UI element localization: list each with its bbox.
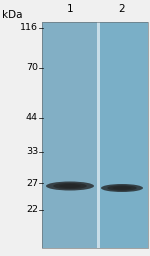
- Text: 1: 1: [67, 4, 73, 14]
- Text: 2: 2: [119, 4, 125, 14]
- Text: 22: 22: [26, 206, 38, 215]
- Text: 70: 70: [26, 63, 38, 72]
- Bar: [100, 22, 148, 248]
- Ellipse shape: [107, 185, 137, 191]
- Ellipse shape: [59, 184, 81, 188]
- Text: 44: 44: [26, 113, 38, 123]
- Bar: [42, 22, 148, 248]
- Bar: [97, 22, 100, 248]
- Text: 33: 33: [26, 147, 38, 156]
- Bar: [42, 22, 97, 248]
- Text: kDa: kDa: [2, 10, 22, 20]
- Text: 27: 27: [26, 178, 38, 187]
- Ellipse shape: [46, 182, 94, 190]
- Ellipse shape: [101, 184, 143, 192]
- Ellipse shape: [53, 183, 87, 189]
- Text: 116: 116: [20, 24, 38, 33]
- Ellipse shape: [112, 186, 131, 190]
